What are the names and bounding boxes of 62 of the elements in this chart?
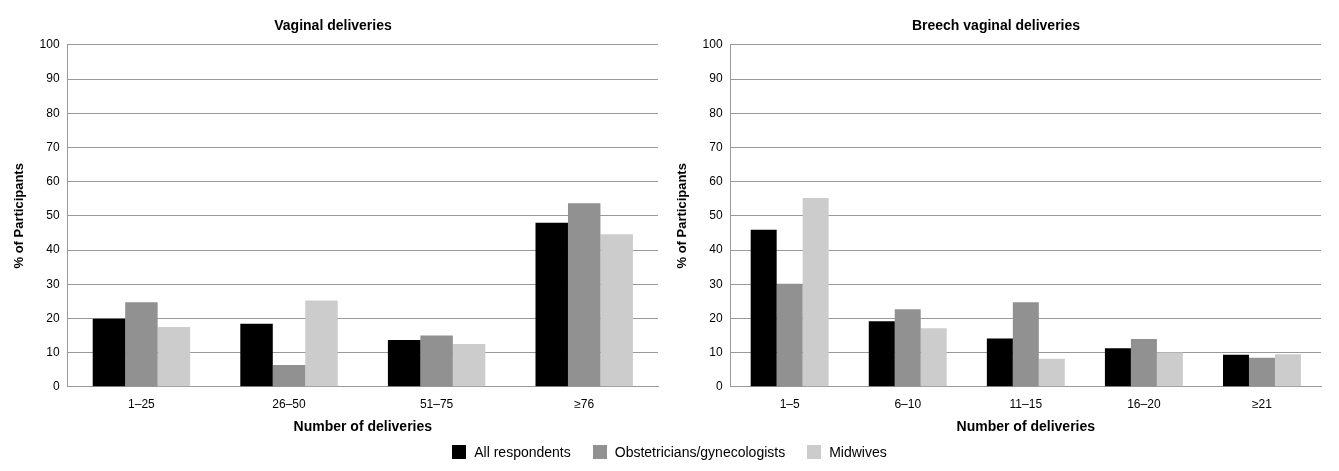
bar: [986, 338, 1013, 387]
y-tick-label: 20: [46, 310, 60, 325]
x-axis-title: Number of deliveries: [956, 418, 1096, 435]
x-tick-label: 26–50: [272, 397, 307, 412]
y-tick-label: 80: [709, 105, 723, 120]
y-axis-title: % of Participants: [11, 163, 27, 269]
x-tick-label: 51–75: [419, 397, 454, 412]
bar: [1104, 348, 1131, 387]
y-tick-label: 40: [46, 242, 60, 257]
y-tick-label: 0: [52, 379, 60, 394]
bar: [1223, 354, 1249, 387]
bar: [802, 198, 829, 387]
bar: [272, 364, 306, 387]
y-tick-label: 60: [46, 173, 60, 188]
bar: [92, 318, 126, 387]
x-tick-label: ≥21: [1251, 397, 1273, 412]
x-tick-label: 1–5: [779, 397, 800, 412]
y-tick-label: 50: [46, 208, 60, 223]
y-tick-label: 50: [709, 208, 723, 223]
y-tick-label: 20: [709, 310, 723, 325]
y-tick-label: 90: [46, 71, 60, 86]
bar: [776, 283, 803, 387]
y-tick-label: 70: [46, 139, 60, 154]
y-tick-label: 0: [715, 379, 723, 394]
bar: [1156, 352, 1183, 387]
bar: [1038, 358, 1065, 387]
bar: [1274, 354, 1301, 387]
y-tick-label: 10: [709, 344, 723, 359]
y-tick-label: 70: [709, 139, 723, 154]
y-axis-title: % of Participants: [674, 163, 690, 269]
y-tick-label: 60: [709, 173, 723, 188]
legend-label: Midwives: [829, 444, 887, 460]
x-tick-label: 16–20: [1127, 397, 1161, 412]
x-tick-label: ≥76: [574, 397, 595, 412]
bar: [868, 321, 895, 387]
bar: [387, 339, 421, 387]
x-tick-label: 11–15: [1009, 397, 1043, 412]
bar: [600, 234, 633, 387]
x-axis-title: Number of deliveries: [293, 418, 433, 435]
legend-label: Obstetricians/gynecologists: [614, 444, 786, 460]
legend-label: All respondents: [474, 444, 571, 460]
y-tick-label: 30: [709, 276, 723, 291]
y-tick-label: 10: [46, 344, 60, 359]
y-tick-label: 100: [39, 37, 60, 52]
bar: [420, 335, 453, 387]
bar: [1248, 357, 1275, 387]
bar: [452, 344, 486, 387]
y-tick-label: 40: [709, 242, 723, 257]
x-tick-label: 6–10: [894, 397, 922, 412]
bar: [920, 328, 947, 387]
chart-title: Breech vaginal deliveries: [911, 17, 1081, 34]
bar: [535, 222, 568, 387]
bar: [750, 229, 777, 387]
y-tick-label: 90: [709, 71, 723, 86]
y-tick-label: 100: [702, 37, 723, 52]
chart-title: Vaginal deliveries: [274, 17, 392, 34]
bar: [305, 300, 338, 387]
y-tick-label: 80: [46, 105, 60, 120]
y-tick-label: 30: [46, 276, 60, 291]
bar: [157, 326, 191, 387]
x-tick-label: 1–25: [128, 397, 156, 412]
bar: [240, 323, 273, 387]
